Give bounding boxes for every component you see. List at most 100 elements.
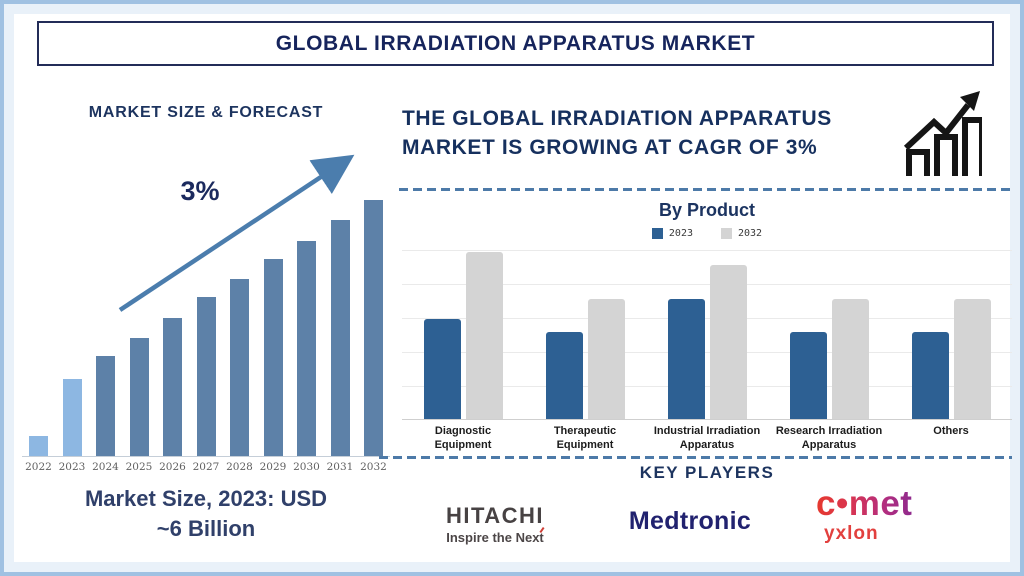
market-size-note-line2: ~6 Billion: [156, 516, 256, 541]
hitachi-logo: HITACHI Inspire the Next: [422, 503, 568, 547]
dashed-divider-top: [399, 188, 1012, 191]
market-bar-column: 2026: [156, 318, 189, 473]
market-bar-2031: [330, 220, 350, 456]
market-bar-column: 2027: [190, 297, 223, 473]
page-title: GLOBAL IRRADIATION APPARATUS MARKET: [275, 31, 756, 55]
product-bar-2023: [667, 299, 705, 419]
gridline: [402, 284, 1012, 285]
growth-chart-icon: [903, 91, 982, 176]
legend-label: 2023: [668, 228, 693, 239]
by-product-legend: 2023 2032: [402, 228, 1012, 239]
market-bar-2024: [96, 356, 115, 456]
year-label: 2032: [360, 461, 387, 473]
product-bar-pair: [789, 250, 869, 419]
gridline: [402, 352, 1012, 353]
comet-wordmark: c•met: [816, 484, 913, 523]
product-group: Research Irradiation Apparatus: [768, 250, 890, 453]
cagr-heading-line2: MARKET IS GROWING AT CAGR OF 3%: [402, 136, 818, 159]
year-label: 2024: [92, 461, 119, 473]
market-size-note-line1: Market Size, 2023: USD: [84, 486, 328, 511]
hitachi-wordmark: HITACHI: [445, 503, 545, 528]
market-bar-2032: [364, 200, 383, 456]
year-label: 2028: [226, 461, 253, 473]
x-axis-line: [22, 456, 390, 457]
legend-label: 2032: [738, 228, 763, 239]
title-banner: GLOBAL IRRADIATION APPARATUS MARKET: [37, 21, 994, 66]
cagr-heading: THE GLOBAL IRRADIATION APPARATUS MARKET …: [402, 104, 902, 162]
product-bar-2032: [587, 299, 625, 419]
product-bar-2032: [709, 265, 747, 419]
year-label: 2023: [58, 461, 86, 473]
market-bar-2025: [129, 338, 149, 456]
market-size-chart: 3% 2022 2023 2024 2025 2026 2027 2028 2029 2030 2…: [20, 144, 392, 476]
category-label: Others: [933, 425, 969, 437]
market-bar-column: 2032: [357, 200, 390, 473]
market-bar-2027: [196, 297, 216, 456]
category-label: Industrial Irradiation Apparatus: [653, 425, 761, 452]
x-axis-line: [402, 419, 1012, 420]
year-label: 2026: [159, 461, 186, 473]
comet-yxlon-logo: c•met yxlon: [816, 486, 956, 545]
key-players-heading: KEY PLAYERS: [639, 463, 775, 482]
category-label: Therapeutic Equipment: [553, 425, 617, 452]
market-bar-2022: [29, 436, 48, 456]
product-bar-2023: [545, 332, 583, 419]
by-product-bars: Diagnostic Equipment Therapeutic Equipmen…: [402, 250, 1012, 453]
category-label: Diagnostic Equipment: [434, 425, 492, 452]
by-product-chart: Diagnostic Equipment Therapeutic Equipmen…: [402, 250, 1012, 453]
market-bar-2029: [263, 259, 283, 456]
cagr-annotation: 3%: [180, 176, 220, 206]
year-label: 2022: [25, 461, 52, 473]
market-bar-column: 2030: [290, 241, 323, 473]
product-bar-2032: [831, 299, 869, 419]
market-bar-2026: [163, 318, 182, 456]
market-bar-column: 2031: [324, 220, 357, 473]
market-bar-column: 2025: [123, 338, 156, 473]
product-bar-pair: [911, 250, 991, 419]
product-bar-2032: [465, 252, 503, 419]
year-label: 2029: [259, 461, 287, 473]
legend-swatch: [651, 228, 663, 239]
product-group: Therapeutic Equipment: [524, 250, 646, 453]
year-label: 2031: [326, 461, 354, 473]
gridline: [402, 250, 1012, 251]
market-bars: 2022 2023 2024 2025 2026 2027 2028 2029 2030 2031…: [22, 200, 390, 473]
product-group: Industrial Irradiation Apparatus: [646, 250, 768, 453]
legend-item: 2023: [651, 228, 693, 239]
market-bar-2030: [297, 241, 316, 456]
product-bar-2023: [911, 332, 949, 419]
by-product-title: By Product: [658, 200, 755, 220]
product-bar-pair: [423, 250, 503, 419]
cagr-heading-line1: THE GLOBAL IRRADIATION APPARATUS: [402, 107, 832, 130]
product-bar-pair: [667, 250, 747, 419]
medtronic-logo: Medtronic: [628, 507, 752, 535]
product-bar-2032: [953, 299, 991, 419]
year-label: 2027: [192, 461, 220, 473]
gridline: [402, 386, 1012, 387]
market-bar-column: 2023: [56, 379, 89, 473]
year-label: 2025: [125, 461, 153, 473]
legend-item: 2032: [721, 228, 762, 239]
product-group: Others: [890, 250, 1012, 453]
market-bar-2028: [230, 279, 249, 456]
year-label: 2030: [293, 461, 320, 473]
market-chart-title: MARKET SIZE & FORECAST: [88, 104, 324, 121]
hitachi-tagline: Inspire the Next: [446, 530, 544, 545]
market-bar-2023: [62, 379, 82, 456]
gridline: [402, 318, 1012, 319]
product-bar-pair: [545, 250, 625, 419]
product-bar-2023: [789, 332, 827, 419]
market-bar-column: 2029: [257, 259, 290, 473]
market-bar-column: 2028: [223, 279, 256, 473]
yxlon-wordmark: yxlon: [824, 523, 879, 544]
growth-arrow-icon: [118, 154, 355, 312]
legend-swatch: [721, 228, 732, 239]
product-group: Diagnostic Equipment: [402, 250, 524, 453]
product-bar-2023: [423, 319, 461, 419]
market-bar-column: 2022: [22, 436, 55, 473]
category-label: Research Irradiation Apparatus: [775, 425, 883, 452]
dashed-divider-bottom: [379, 456, 1012, 459]
market-bar-column: 2024: [89, 356, 122, 473]
market-size-note: Market Size, 2023: USD ~6 Billion: [20, 484, 392, 544]
